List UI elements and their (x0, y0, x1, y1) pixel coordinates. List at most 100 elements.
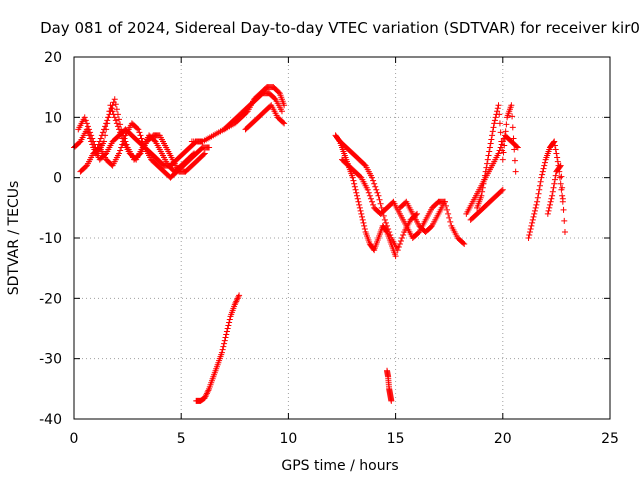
y-tick-label: -20 (39, 291, 62, 307)
data-point (200, 151, 207, 158)
data-point (490, 124, 497, 131)
series-mid-4 (396, 198, 468, 248)
data-point (92, 150, 99, 157)
data-point (84, 123, 91, 130)
data-point (387, 231, 394, 238)
series-late-1 (463, 132, 521, 217)
data-point (382, 219, 389, 226)
data-point (369, 198, 376, 205)
data-point (509, 124, 516, 131)
data-point (370, 201, 377, 208)
series-late-2 (474, 102, 519, 211)
data-point (550, 184, 557, 191)
data-point (501, 142, 508, 149)
data-point (532, 204, 539, 211)
data-point (529, 219, 536, 226)
data-point (461, 241, 468, 248)
data-point (547, 198, 554, 205)
data-point (377, 200, 384, 207)
series-ramp-up-2 (221, 90, 285, 133)
data-point (218, 349, 225, 356)
data-point (366, 192, 373, 199)
data-point (371, 180, 378, 187)
data-point (491, 120, 498, 127)
data-point (484, 160, 491, 167)
data-point (559, 195, 566, 202)
data-point (400, 231, 407, 238)
data-point (221, 337, 228, 344)
series-low-arc (193, 292, 243, 404)
data-point (442, 202, 449, 209)
data-point (354, 195, 361, 202)
data-point (561, 228, 568, 235)
series-mid-3 (339, 156, 448, 241)
data-point (544, 210, 551, 217)
data-point (539, 171, 546, 178)
data-point (111, 96, 118, 103)
data-point (531, 207, 538, 214)
data-point (481, 176, 488, 183)
data-point (351, 183, 358, 190)
data-point (497, 144, 504, 151)
data-point (491, 117, 498, 124)
data-point (281, 102, 288, 109)
data-point (479, 188, 486, 195)
data-point (554, 158, 561, 165)
data-point (201, 150, 208, 157)
data-point (560, 206, 567, 213)
data-point (225, 322, 232, 329)
data-point (552, 172, 559, 179)
data-point (367, 195, 374, 202)
data-point (497, 129, 504, 136)
ticks-layer: 0 5 10 15 20 25 -40 -30 -20 -10 0 10 20 (39, 50, 619, 447)
data-point (501, 135, 508, 142)
series-ramp-up-3 (242, 102, 288, 133)
data-point (509, 113, 516, 120)
series-mid-1 (332, 132, 399, 260)
data-point (558, 173, 565, 180)
data-point (551, 138, 558, 145)
data-point (514, 144, 521, 151)
data-point (494, 108, 501, 115)
data-point (271, 95, 278, 102)
data-point (551, 180, 558, 187)
data-point (116, 150, 123, 157)
data-point (120, 132, 127, 139)
data-point (535, 190, 542, 197)
data-point (226, 316, 233, 323)
data-point (533, 201, 540, 208)
data-point (485, 152, 492, 159)
data-point (355, 198, 362, 205)
data-point (486, 144, 493, 151)
x-axis-label: GPS time / hours (281, 458, 398, 474)
data-point (548, 195, 555, 202)
data-point (552, 146, 559, 153)
data-point (549, 192, 556, 199)
x-tick-label: 15 (387, 431, 405, 447)
data-point (118, 144, 125, 151)
data-point (553, 150, 560, 157)
data-point (375, 192, 382, 199)
data-point (123, 141, 130, 148)
data-point (354, 192, 361, 199)
data-point (101, 126, 108, 133)
data-point (118, 126, 125, 133)
data-point (541, 159, 548, 166)
data-point (365, 189, 372, 196)
data-point (480, 180, 487, 187)
y-tick-label: 20 (44, 50, 62, 66)
data-point (557, 162, 564, 169)
data-point (537, 178, 544, 185)
data-point (385, 225, 392, 232)
data-point (381, 216, 388, 223)
data-point (108, 105, 115, 112)
data-point (280, 119, 287, 126)
y-tick-label: 0 (53, 171, 62, 187)
data-point (357, 173, 364, 180)
data-point (137, 132, 144, 139)
data-point (222, 334, 229, 341)
x-tick-label: 10 (279, 431, 297, 447)
data-point (484, 156, 491, 163)
data-point (534, 198, 541, 205)
series-mid-2 (336, 138, 421, 254)
